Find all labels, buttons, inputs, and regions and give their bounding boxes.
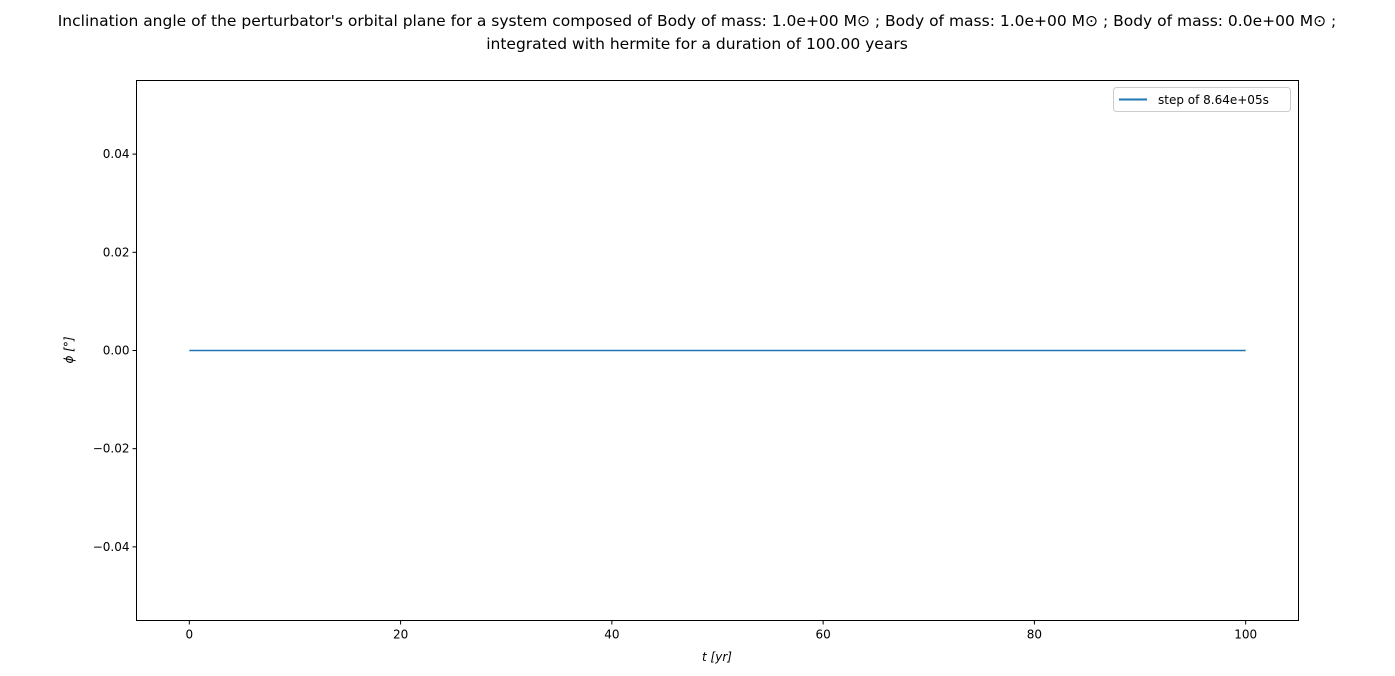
x-axis: 0 20 40 60 80 100 [185,620,1257,642]
x-tick-label: 100 [1234,628,1257,642]
x-tick-label: 0 [185,628,193,642]
y-axis: 0.04 0.02 0.00 −0.02 −0.04 [93,147,137,554]
x-tick-label: 20 [393,628,408,642]
y-tick-label: −0.04 [93,540,130,554]
chart-title-line-1: Inclination angle of the perturbator's o… [58,12,1337,30]
x-tick-label: 60 [815,628,830,642]
legend-box [1113,87,1291,112]
legend-label: step of 8.64e+05s [1158,93,1269,107]
legend: step of 8.64e+05s [1113,87,1291,112]
y-tick-label: 0.00 [103,344,130,358]
y-tick-label: 0.04 [103,147,130,161]
chart-title-line-2: integrated with hermite for a duration o… [486,35,908,53]
x-tick-label: 80 [1027,628,1042,642]
x-axis-label: t [yr] [702,650,732,664]
y-axis-label: ϕ [°] [62,336,76,363]
x-tick-label: 40 [604,628,619,642]
y-tick-label: −0.02 [93,442,130,456]
y-tick-label: 0.02 [103,245,130,259]
